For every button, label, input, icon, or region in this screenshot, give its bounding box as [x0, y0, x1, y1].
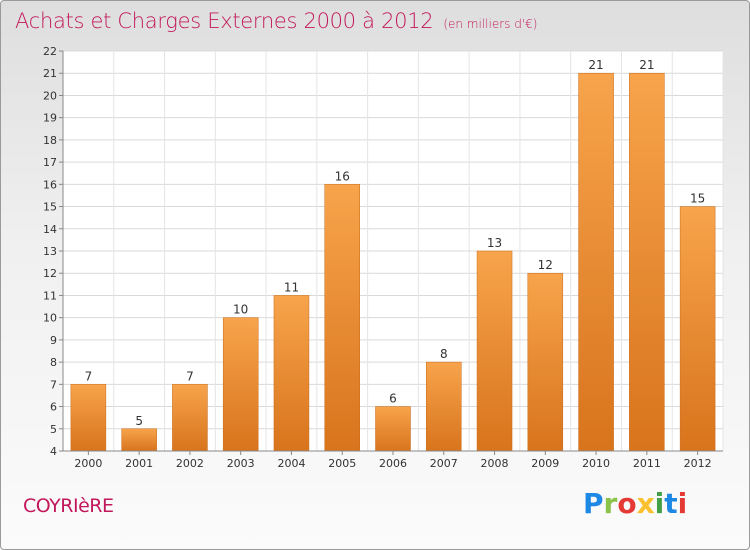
- y-tick-label: 20: [43, 89, 57, 102]
- y-tick-label: 14: [43, 223, 57, 236]
- axis-layer: 4 5 6 7 8 9 10 11 12 13 14 15 16 17 18 19 20 21 22 2000 2001…: [43, 45, 723, 470]
- bar-2001: [121, 428, 157, 452]
- data-label: 13: [487, 236, 502, 250]
- data-label: 21: [588, 58, 603, 72]
- y-tick-label: 13: [43, 245, 57, 258]
- data-label: 8: [440, 347, 448, 361]
- bar-2007: [426, 361, 462, 452]
- x-tick-label: 2006: [379, 457, 407, 470]
- x-tick-label: 2012: [684, 457, 712, 470]
- data-label: 7: [85, 369, 93, 383]
- logo-letter: x: [636, 487, 655, 520]
- x-tick-label: 2011: [633, 457, 661, 470]
- bar-2000: [70, 384, 107, 452]
- logo-letter: r: [603, 487, 618, 520]
- bar-2009: [527, 272, 564, 452]
- y-tick-label: 10: [43, 312, 57, 325]
- data-label: 7: [186, 369, 194, 383]
- x-tick-label: 2000: [74, 457, 102, 470]
- x-tick-label: 2005: [328, 457, 356, 470]
- data-label: 5: [135, 414, 143, 428]
- chart-title-unit: (en milliers d'€): [443, 17, 538, 31]
- y-tick-label: 4: [50, 445, 57, 458]
- bar-2002: [172, 384, 208, 452]
- bar-2012: [679, 206, 716, 452]
- y-tick-label: 18: [43, 134, 57, 147]
- bar-2003: [222, 317, 259, 452]
- logo-letter: i: [677, 487, 688, 520]
- x-tick-label: 2008: [481, 457, 509, 470]
- bar-2008: [476, 250, 513, 452]
- y-tick-label: 19: [43, 112, 57, 125]
- chart-title: Achats et Charges Externes 2000 à 2012 (e…: [15, 9, 537, 33]
- y-tick-label: 8: [50, 356, 57, 369]
- x-tick-label: 2004: [277, 457, 305, 470]
- logo-letter: t: [664, 487, 678, 520]
- proxiti-logo: Proxiti: [583, 487, 687, 520]
- x-tick-label: 2002: [176, 457, 204, 470]
- y-tick-label: 6: [50, 401, 57, 414]
- data-label: 15: [690, 192, 705, 206]
- y-tick-label: 11: [43, 289, 57, 302]
- bar-2004: [273, 295, 310, 452]
- y-tick-label: 12: [43, 267, 57, 280]
- y-tick-label: 16: [43, 178, 57, 191]
- logo-letter: P: [583, 487, 604, 520]
- x-tick-label: 2003: [227, 457, 255, 470]
- x-tick-label: 2009: [531, 457, 559, 470]
- x-tick-label: 2007: [430, 457, 458, 470]
- bar-2010: [578, 72, 614, 452]
- bars-layer: 7 5 7 10 11 16 6 8 13 12 21 21 15: [70, 58, 716, 452]
- y-tick-label: 15: [43, 201, 57, 214]
- y-tick-label: 7: [50, 378, 57, 391]
- logo-letter: o: [617, 487, 637, 520]
- y-tick-label: 17: [43, 156, 57, 169]
- chart-title-main: Achats et Charges Externes 2000 à 2012: [15, 9, 434, 33]
- x-tick-label: 2001: [125, 457, 153, 470]
- x-tick-label: 2010: [582, 457, 610, 470]
- y-tick-label: 9: [50, 334, 57, 347]
- data-label: 12: [538, 258, 553, 272]
- bar-2005: [324, 184, 360, 452]
- commune-name: COYRIèRE: [23, 495, 114, 517]
- bar-2006: [375, 406, 411, 452]
- data-label: 10: [233, 303, 248, 317]
- logo-letter: i: [654, 487, 665, 520]
- y-tick-label: 21: [43, 67, 57, 80]
- data-label: 11: [284, 280, 299, 294]
- y-tick-label: 5: [50, 423, 57, 436]
- y-tick-label: 22: [43, 45, 57, 58]
- data-label: 21: [639, 58, 654, 72]
- bar-2011: [629, 72, 665, 452]
- data-label: 6: [389, 392, 397, 406]
- data-label: 16: [335, 169, 350, 183]
